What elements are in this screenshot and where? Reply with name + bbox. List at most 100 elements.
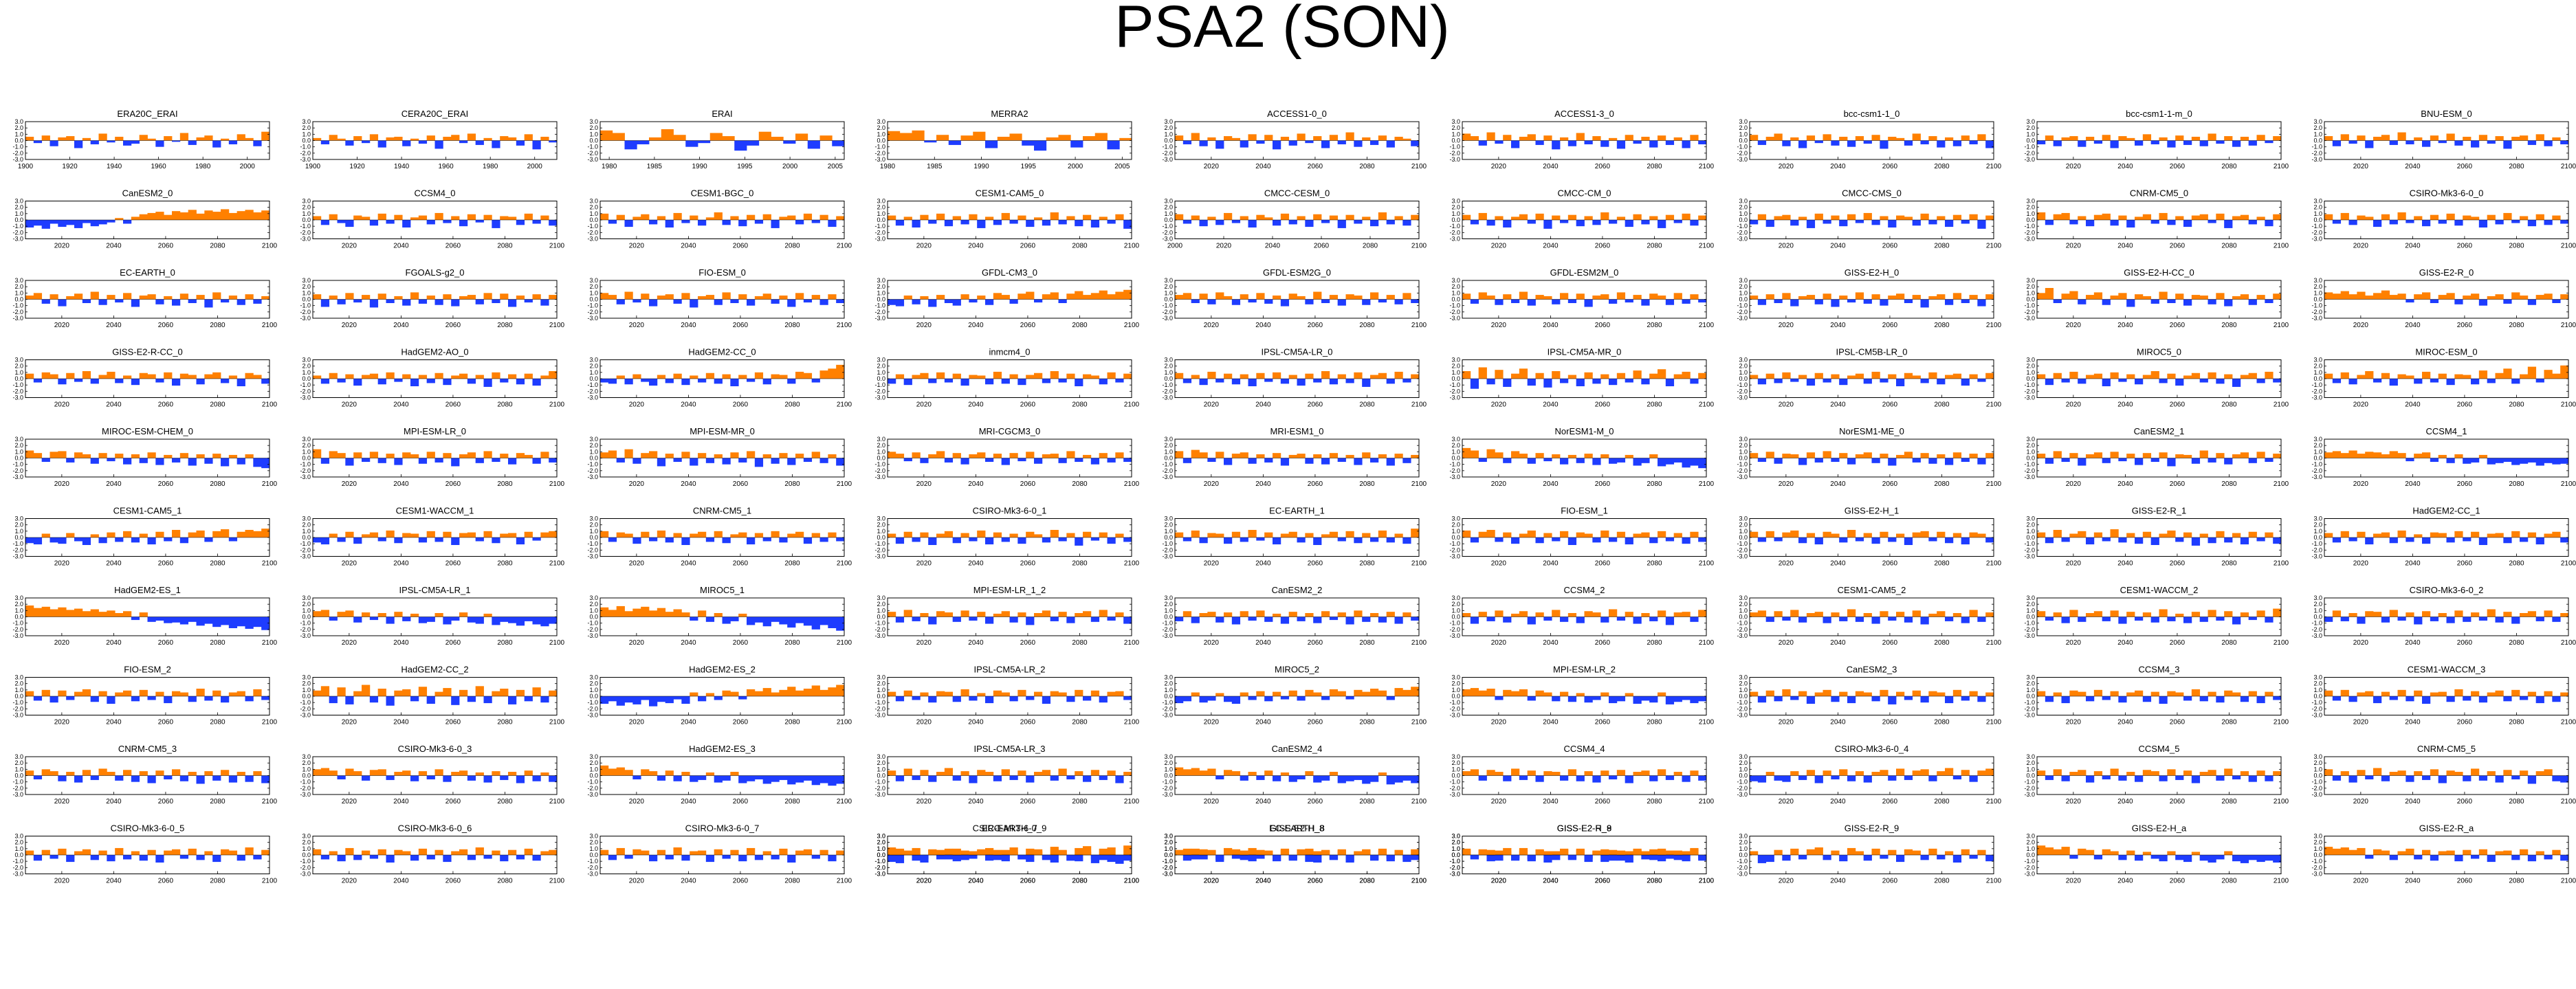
- y-tick-label: -3.0: [12, 156, 23, 163]
- positive-bar: [977, 375, 986, 379]
- x-tick-label: 2020: [2066, 243, 2082, 250]
- negative-bar: [204, 696, 213, 701]
- positive-bar: [1698, 373, 1707, 379]
- positive-bar: [1880, 216, 1889, 220]
- positive-bar: [730, 216, 739, 220]
- negative-bar: [253, 140, 262, 146]
- negative-bar: [2045, 458, 2054, 464]
- positive-bar: [313, 137, 322, 141]
- positive-bar: [1519, 368, 1528, 379]
- y-tick-label: 1.0: [1739, 528, 1748, 535]
- positive-bar: [1839, 137, 1848, 141]
- positive-bar: [600, 531, 609, 537]
- negative-bar: [1402, 775, 1411, 781]
- y-tick-label: -2.0: [300, 705, 311, 712]
- negative-bar: [1920, 299, 1929, 308]
- x-tick-label: 2100: [2561, 480, 2576, 488]
- negative-bar: [107, 696, 115, 704]
- negative-bar: [90, 379, 99, 384]
- x-tick-label: 2060: [1595, 719, 1611, 726]
- negative-bar: [1690, 458, 1699, 466]
- positive-bar: [665, 454, 674, 458]
- positive-bar: [1370, 375, 1379, 379]
- positive-bar: [2183, 454, 2192, 458]
- positive-bar: [508, 216, 517, 220]
- negative-bar: [1665, 140, 1675, 145]
- y-tick-label: 2.0: [1451, 283, 1460, 290]
- x-tick-label: 2060: [2170, 719, 2186, 726]
- negative-bar: [1297, 775, 1306, 779]
- y-tick-label: 0.0: [877, 773, 885, 779]
- y-tick-label: -2.0: [587, 785, 598, 792]
- positive-bar: [1904, 452, 1913, 458]
- positive-bar: [1937, 216, 1946, 220]
- negative-bar: [2389, 379, 2398, 386]
- negative-bar: [1649, 140, 1658, 148]
- negative-bar: [1199, 537, 1208, 544]
- y-tick-label: -1.0: [12, 381, 23, 388]
- positive-bar: [74, 608, 83, 617]
- negative-bar: [1297, 537, 1306, 543]
- y-tick-label: 2.0: [2026, 680, 2035, 687]
- panel: bcc-csm1-1-m_03.02.01.00.0-1.0-2.0-3.020…: [2024, 109, 2289, 170]
- positive-bar: [657, 608, 666, 617]
- y-tick-label: 0.0: [589, 375, 598, 382]
- positive-bar: [1231, 531, 1241, 537]
- y-tick-label: 2.0: [589, 283, 598, 290]
- y-tick-label: -1.0: [12, 461, 23, 468]
- x-tick-label: 2040: [1543, 401, 1559, 409]
- positive-bar: [2520, 135, 2529, 141]
- negative-bar: [337, 775, 346, 779]
- panel: MIROC-ESM-CHEM_03.02.01.00.0-1.0-2.0-3.0…: [12, 426, 277, 488]
- x-tick-label: 2060: [1308, 322, 1323, 329]
- negative-bar: [1305, 458, 1314, 464]
- positive-bar: [337, 612, 346, 617]
- positive-bar: [2037, 532, 2046, 537]
- y-tick-label: 1.0: [302, 289, 311, 296]
- y-tick-label: 0.0: [1451, 455, 1460, 462]
- positive-bar: [828, 294, 837, 300]
- positive-bar: [1600, 454, 1609, 458]
- y-tick-label: 3.0: [1451, 674, 1460, 681]
- negative-bar: [2199, 140, 2208, 146]
- positive-bar: [1600, 530, 1609, 537]
- y-tick-label: 3.0: [2313, 277, 2322, 284]
- x-tick-label: 2020: [629, 560, 645, 568]
- positive-bar: [624, 611, 633, 617]
- positive-bar: [1952, 689, 1962, 696]
- x-tick-label: 2040: [2405, 163, 2421, 170]
- positive-bar: [1042, 294, 1051, 300]
- positive-bar: [888, 452, 896, 458]
- negative-bar: [402, 140, 411, 146]
- negative-bar: [2248, 140, 2257, 146]
- positive-bar: [434, 613, 443, 617]
- y-tick-label: 3.0: [2313, 594, 2322, 601]
- x-tick-label: 2040: [968, 322, 984, 329]
- x-tick-label: 2020: [342, 719, 357, 726]
- negative-bar: [2102, 537, 2111, 542]
- negative-bar: [2527, 220, 2537, 227]
- positive-bar: [811, 685, 820, 696]
- negative-bar: [928, 379, 937, 384]
- negative-bar: [1633, 458, 1642, 466]
- positive-bar: [221, 529, 230, 537]
- x-tick-label: 2040: [1830, 163, 1846, 170]
- x-tick-label: 2060: [445, 639, 461, 647]
- negative-bar: [2061, 537, 2070, 542]
- positive-bar: [362, 295, 371, 300]
- positive-bar: [131, 454, 140, 458]
- positive-bar: [1690, 531, 1699, 537]
- positive-bar: [1888, 296, 1897, 300]
- positive-bar: [1329, 453, 1339, 458]
- negative-bar: [1386, 220, 1395, 225]
- x-tick-label: 2040: [106, 480, 122, 488]
- y-tick-label: 1.0: [14, 448, 23, 455]
- positive-bar: [1928, 691, 1937, 696]
- negative-bar: [1264, 616, 1273, 622]
- y-tick-label: -2.0: [12, 546, 23, 553]
- positive-bar: [2061, 212, 2070, 220]
- negative-bar: [188, 616, 197, 622]
- negative-bar: [803, 458, 813, 462]
